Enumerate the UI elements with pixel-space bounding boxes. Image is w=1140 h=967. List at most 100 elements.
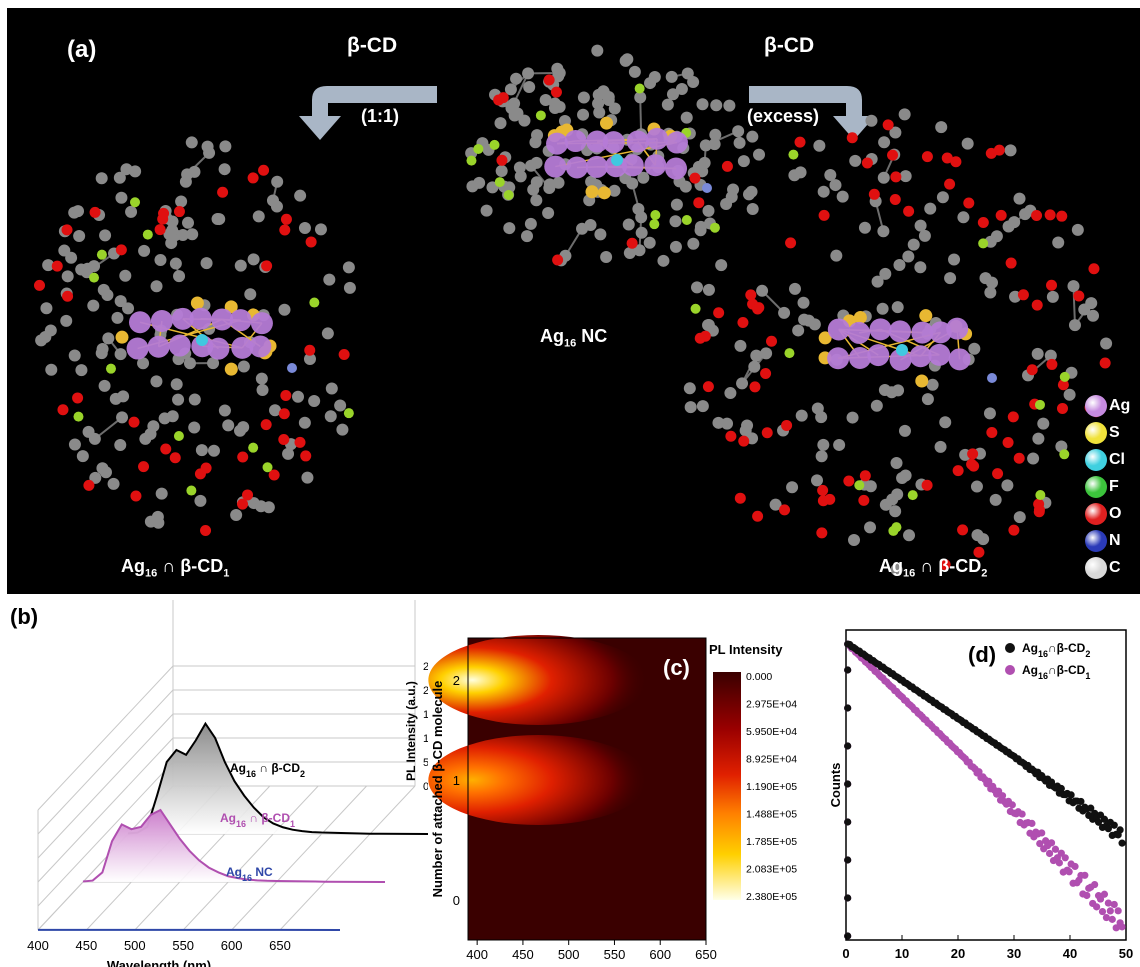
chart-c-x-tick: 600 [649,947,671,962]
decay-point [1108,915,1116,923]
heatmap-frame [467,637,707,941]
chart-d-y-label: Counts [828,763,843,808]
atom-color-swatch [1085,421,1107,444]
decay-point [1110,821,1118,829]
decay-point [844,780,852,788]
left-arrow-ratio: (1:1) [361,106,400,126]
atom-color-swatch [1085,556,1107,579]
decay-point [1057,784,1065,793]
chart-b-series: Ag16 ∩ β-CD1 [82,808,386,883]
left-arrow-reagent: β-CD [347,34,398,57]
chart-b-y-tick: 2.0E5 [423,685,428,697]
left-ag16-cd1-structure [33,136,356,536]
chart-b-x-tick: 600 [221,938,243,953]
chart-d-legend-marker [1005,643,1015,653]
decay-point [1118,839,1126,847]
chart-c-y-tick: 2 [453,673,460,688]
panel-b-label: (b) [10,604,38,629]
atom-color-swatch [1085,529,1107,552]
decay-point [1008,801,1016,809]
decay-point [1081,871,1089,879]
atom-label: F [1109,477,1119,495]
panel-b-pl-spectra: (b) 0.0 5.0E4 1.0E5 1.5E5 2.0E5 2.5E5 PL Intens… [0,600,428,967]
colorbar-tick: 2.083E+05 [746,864,797,876]
atom-legend-item: Ag [1085,392,1130,419]
decay-point [844,742,852,750]
chart-b-y-tick: 1.0E5 [423,733,428,745]
chart-b-y-tick: 0.0 [423,781,428,793]
atom-legend-item: O [1085,500,1130,527]
chart-b-area [128,723,370,834]
colorbar-tick: 2.975E+04 [746,699,797,711]
center-ag16-structure [465,44,766,267]
right-arrow-reagent: β-CD [764,34,815,57]
chart-b-series-label: Ag16 ∩ β-CD1 [220,811,295,829]
decay-point [1102,913,1110,922]
decay-point [1018,810,1026,818]
chart-b-y-tick: 1.5E5 [423,709,428,721]
chart-b-line [82,808,386,883]
colorbar-tick: 5.950E+04 [746,726,797,738]
decay-point [844,704,852,712]
decay-point [844,818,852,826]
atom-legend-item: N [1085,527,1130,554]
decay-point [1116,826,1124,834]
chart-d-x-tick: 20 [951,946,965,961]
chart-d-legend-label: Ag16∩β-CD2 [1022,641,1090,659]
decay-point [1067,791,1075,799]
pl-spectra-3d-chart: (b) 0.0 5.0E4 1.0E5 1.5E5 2.0E5 2.5E5 PL Intens… [10,600,428,967]
panel-a-label: (a) [67,36,97,63]
heatmap-band [428,635,649,725]
chart-c-x-tick: 650 [695,947,717,962]
decay-point [985,777,993,785]
chart-d-series [844,640,1126,940]
decay-point [1091,880,1099,889]
colorbar-tick: 8.925E+04 [746,754,797,766]
chart-c-x-tick: 500 [558,947,580,962]
chart-b-area [83,810,325,882]
decay-point [1094,818,1103,826]
decay-point [1045,849,1054,858]
atom-legend-item: S [1085,419,1130,446]
chart-b-y-label: PL Intensity (a.u.) [404,681,418,781]
colorbar-tick: 1.190E+05 [746,781,797,793]
chart-d-x-tick: 50 [1119,946,1133,961]
colorbar-tick: 2.380E+05 [746,891,797,903]
decay-point [1077,797,1085,806]
chart-b-x-tick: 450 [76,938,98,953]
chart-b-series: Ag16 NC [38,865,341,931]
chart-b-x-label: Wavelength (nm) [107,958,211,967]
panel-c-label: (c) [663,655,690,680]
chart-b-series-label: Ag16 NC [226,865,273,883]
chart-d-legend-label: Ag16∩β-CD1 [1022,663,1090,681]
atom-legend: Ag S Cl F O N C [1085,392,1130,581]
chart-c-x-tick: 400 [466,947,488,962]
chart-c-x-tick: 550 [604,947,626,962]
colorbar-title: PL Intensity [709,642,783,657]
colorbar-tick: 1.488E+05 [746,809,797,821]
atom-label: C [1109,558,1121,576]
decay-point [1100,815,1109,823]
chart-c-y-tick: 0 [453,893,460,908]
chart-b-x-tick: 550 [172,938,194,953]
chart-b-x-tick: 400 [27,938,49,953]
atom-label: S [1109,423,1120,441]
decay-point [975,768,983,776]
chart-c-x-tick: 450 [512,947,534,962]
decay-point [1093,903,1101,911]
atom-label: N [1109,531,1121,549]
decay-point [844,932,852,940]
chart-d-x-tick: 10 [895,946,909,961]
decay-point [1106,907,1114,915]
chart-b-x-tick: 650 [269,938,291,953]
decay-point [1112,924,1120,932]
right-structure-caption: Ag16 ∩ β-CD2 [879,556,988,580]
decay-point [1114,907,1122,915]
chart-d-legend-marker [1005,665,1015,675]
right-reaction-arrow [749,86,875,140]
chart-b-series: Ag16 ∩ β-CD2 [127,721,428,835]
